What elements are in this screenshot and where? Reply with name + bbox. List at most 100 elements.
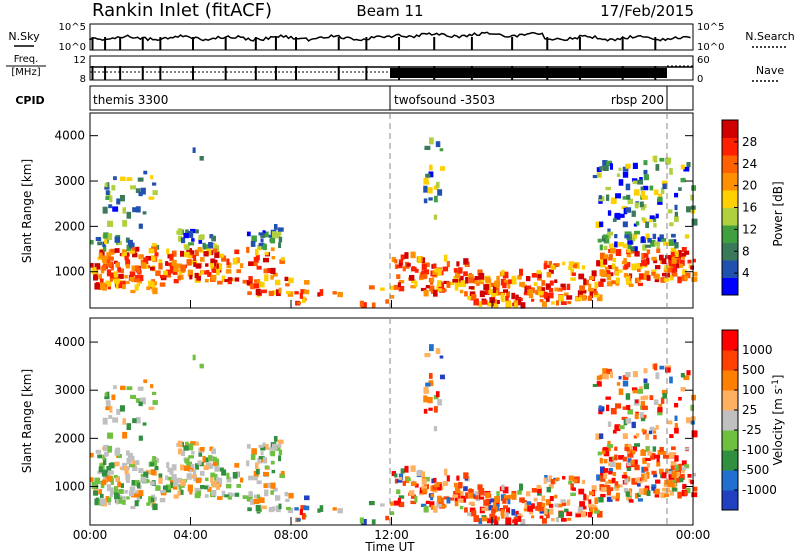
- power-cell: [154, 252, 159, 257]
- power-cell: [423, 185, 428, 193]
- colorbar-tick-label: 1000: [742, 343, 773, 357]
- xtick-label: 12:00: [374, 528, 409, 542]
- power-cell: [632, 162, 638, 169]
- velocity-cell: [125, 473, 131, 480]
- power-cell: [614, 214, 620, 220]
- velocity-cell: [171, 464, 177, 471]
- velocity-cell: [97, 498, 102, 506]
- velocity-cell: [621, 416, 628, 420]
- power-cell: [527, 289, 534, 296]
- power-cell: [690, 194, 694, 201]
- velocity-cell: [624, 477, 629, 484]
- velocity-cell: [663, 482, 669, 487]
- velocity-cell: [129, 486, 136, 492]
- velocity-cell: [618, 425, 625, 430]
- velocity-cell: [129, 455, 135, 462]
- velocity-cell: [239, 477, 244, 483]
- power-cell: [684, 234, 690, 238]
- power-cell: [221, 275, 226, 282]
- power-cell: [630, 246, 635, 252]
- velocity-cell: [537, 487, 542, 494]
- power-cell: [655, 213, 659, 219]
- power-cell: [188, 252, 194, 258]
- power-cell: [138, 191, 143, 197]
- velocity-cell: [476, 497, 480, 502]
- power-cell: [162, 270, 168, 276]
- velocity-cell: [684, 490, 688, 496]
- velocity-cell: [691, 430, 698, 438]
- velocity-cell: [126, 457, 132, 465]
- power-cell: [90, 239, 94, 245]
- colorbar-swatch: [722, 410, 738, 431]
- power-cell: [607, 210, 612, 216]
- velocity-cell: [437, 399, 443, 406]
- power-cell: [430, 280, 434, 285]
- power-cell: [417, 255, 422, 262]
- power-cell: [658, 254, 664, 261]
- velocity-cell: [517, 514, 523, 518]
- power-cell: [667, 267, 673, 273]
- velocity-cell: [176, 477, 182, 483]
- power-cell: [270, 237, 276, 244]
- velocity-cell: [625, 393, 631, 400]
- power-cell: [439, 166, 445, 171]
- power-cell: [126, 252, 130, 257]
- velocity-cell: [646, 462, 651, 468]
- velocity-cell: [681, 466, 687, 471]
- velocity-cell: [566, 499, 571, 506]
- power-cell: [668, 260, 675, 266]
- velocity-cell: [397, 497, 401, 503]
- velocity-cell: [130, 505, 136, 510]
- power-cell: [554, 287, 559, 292]
- velocity-cell: [380, 503, 385, 507]
- power-cell: [549, 292, 554, 299]
- power-cell: [654, 241, 661, 246]
- velocity-cell: [106, 475, 113, 482]
- power-cell: [557, 287, 563, 292]
- power-cell: [274, 232, 281, 239]
- power-ylabel: Slant Range [km]: [20, 159, 34, 263]
- velocity-cell: [138, 494, 143, 499]
- velocity-cell: [527, 505, 534, 512]
- power-cell: [679, 263, 684, 268]
- power-cell: [203, 251, 209, 257]
- velocity-cell: [622, 433, 628, 440]
- velocity-cell: [180, 479, 186, 487]
- velocity-cell: [410, 481, 417, 487]
- velocity-cell: [250, 499, 255, 505]
- power-cell: [284, 276, 289, 282]
- velocity-cell: [652, 446, 657, 452]
- power-cell: [655, 164, 660, 171]
- power-cell: [101, 255, 108, 263]
- power-cell: [108, 204, 113, 209]
- power-cell: [449, 281, 455, 286]
- power-cell: [256, 265, 262, 270]
- velocity-cell: [278, 503, 282, 510]
- velocity-cell: [603, 459, 608, 464]
- power-cell: [433, 214, 438, 220]
- power-cell: [494, 280, 500, 288]
- velocity-cell: [420, 503, 427, 508]
- power-cell: [441, 288, 447, 292]
- velocity-cell: [394, 478, 398, 484]
- power-cell: [606, 233, 611, 239]
- velocity-cell: [605, 484, 611, 492]
- velocity-cell: [179, 489, 184, 495]
- power-cell: [606, 274, 611, 281]
- power-cell: [433, 289, 438, 297]
- power-cell: [227, 280, 232, 285]
- colorbar-tick-label: 4: [742, 266, 750, 280]
- velocity-cell: [687, 473, 692, 478]
- velocity-cell: [554, 503, 559, 508]
- velocity-cell: [167, 467, 171, 473]
- power-cell: [263, 268, 268, 274]
- power-cell: [514, 302, 518, 308]
- power-cell: [272, 272, 278, 277]
- velocity-cell: [300, 505, 306, 510]
- velocity-cell: [603, 468, 609, 473]
- power-cell: [125, 237, 130, 243]
- power-cell: [594, 281, 599, 289]
- power-cell: [564, 292, 569, 297]
- velocity-cell: [95, 449, 102, 454]
